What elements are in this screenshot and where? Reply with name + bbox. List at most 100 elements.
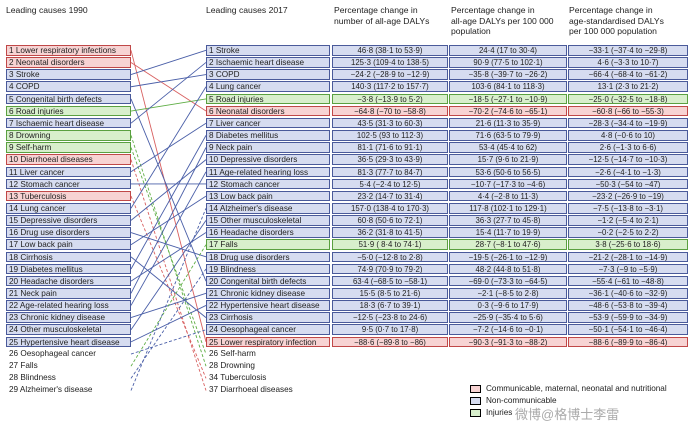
value-cell-v3: 2·6 (−1·3 to 6·6) bbox=[568, 142, 688, 153]
cause-1990-row: 8 Drowning bbox=[6, 130, 131, 141]
cause-1990-row: 9 Self-harm bbox=[6, 142, 131, 153]
col2-header-line: population bbox=[451, 26, 491, 36]
value-cell-v3: −53·9 (−59·9 to −34·9) bbox=[568, 312, 688, 323]
value-cell-v2: 15·4 (11·7 to 19·9) bbox=[449, 227, 567, 238]
cause-1990-row: 17 Low back pain bbox=[6, 239, 131, 250]
value-cell-v1: 157·0 (138·4 to 170·3) bbox=[332, 202, 448, 214]
value-cell-v1: 36·2 (31·8 to 41·5) bbox=[332, 227, 448, 238]
value-cell-v3: −7·5 (−13·8 to −3·1) bbox=[568, 202, 688, 214]
value-cell-v2: 15·7 (9·6 to 21·9) bbox=[449, 154, 567, 165]
cause-2017-row: 2 Ischaemic heart disease bbox=[206, 57, 330, 68]
value-cell-v3: −33·1 (−37·4 to −29·8) bbox=[568, 45, 688, 56]
cause-2017-row: 16 Headache disorders bbox=[206, 227, 330, 238]
col3-header-line: Percentage change in bbox=[569, 5, 653, 15]
cause-1990-row: 19 Diabetes mellitus bbox=[6, 263, 131, 275]
value-cell-v3: −66·4 (−68·4 to −61·2) bbox=[568, 69, 688, 80]
cause-1990-row: 11 Liver cancer bbox=[6, 166, 131, 178]
cause-1990-row: 29 Alzheimer's disease bbox=[9, 385, 93, 395]
value-cell-v1: 81·3 (77·7 to 84·7) bbox=[332, 166, 448, 178]
value-cell-v3: −48·6 (−53·8 to −39·4) bbox=[568, 300, 688, 311]
value-cell-v2: −2·1 (−8·5 to 2·8) bbox=[449, 288, 567, 299]
value-cell-v3: 4·6 (−3·3 to 10·7) bbox=[568, 57, 688, 68]
cause-2017-row: 8 Diabetes mellitus bbox=[206, 130, 330, 141]
value-cell-v2: −90·3 (−91·3 to −88·2) bbox=[449, 336, 567, 348]
cause-1990-row: 16 Drug use disorders bbox=[6, 227, 131, 238]
cause-2017-row: 23 Cirrhosis bbox=[206, 312, 330, 323]
value-cell-v2: 4·4 (−2·8 to 11·3) bbox=[449, 190, 567, 202]
value-cell-v3: −50·1 (−54·1 to −46·4) bbox=[568, 324, 688, 336]
cause-1990-row: 2 Neonatal disorders bbox=[6, 57, 131, 68]
value-cell-v2: 53·4 (45·4 to 62) bbox=[449, 142, 567, 153]
value-cell-v2: −25·9 (−35·4 to 5·6) bbox=[449, 312, 567, 323]
cause-2017-row: 13 Low back pain bbox=[206, 190, 330, 202]
rank-connection-line bbox=[130, 49, 207, 76]
cause-2017-row: 15 Other musculoskeletal bbox=[206, 215, 330, 226]
value-cell-v2: 90·9 (77·5 to 102·1) bbox=[449, 57, 567, 68]
col1-header-line: number of all-age DALYs bbox=[334, 15, 430, 26]
cause-2017-row: 18 Drug use disorders bbox=[206, 251, 330, 263]
cause-1990-row: 18 Cirrhosis bbox=[6, 251, 131, 263]
rank-connection-line bbox=[130, 62, 207, 124]
value-cell-v1: −64·8 (−70 to −58·8) bbox=[332, 105, 448, 117]
cause-1990-row: 23 Chronic kidney disease bbox=[6, 312, 131, 323]
value-cell-v2: −19·5 (−26·1 to −12·9) bbox=[449, 251, 567, 263]
left-column-title: Leading causes 1990 bbox=[6, 5, 88, 15]
cause-2017-row: 21 Chronic kidney disease bbox=[206, 288, 330, 299]
cause-1990-row: 10 Diarrhoeal diseases bbox=[6, 154, 131, 165]
legend-label: Communicable, maternal, neonatal and nut… bbox=[486, 384, 667, 393]
cause-2017-row: 3 COPD bbox=[206, 69, 330, 80]
value-cell-v1: 102·5 (93 to 112·3) bbox=[332, 130, 448, 141]
cause-2017-extra-row: 37 Diarrhoeal diseases bbox=[209, 385, 293, 395]
cause-1990-row: 1 Lower respiratory infections bbox=[6, 45, 131, 56]
value-cell-v2: 53·6 (50·6 to 56·5) bbox=[449, 166, 567, 178]
value-cell-v1: −5·0 (−12·8 to 2·8) bbox=[332, 251, 448, 263]
cause-2017-row: 24 Oesophageal cancer bbox=[206, 324, 330, 336]
cause-1990-row: 22 Age-related hearing loss bbox=[6, 300, 131, 311]
value-cell-v2: 117·8 (102·1 to 129·1) bbox=[449, 202, 567, 214]
value-cell-v3: −28·3 (−34·4 to −19·9) bbox=[568, 117, 688, 129]
cause-1990-row: 28 Blindness bbox=[9, 373, 56, 383]
value-cell-v1: −88·6 (−89·8 to −86) bbox=[332, 336, 448, 348]
value-cell-v2: 103·6 (84·1 to 118·3) bbox=[449, 81, 567, 93]
rank-connection-line bbox=[130, 220, 207, 331]
value-cell-v2: −10·7 (−17·3 to −4·6) bbox=[449, 178, 567, 190]
value-cell-v1: 125·3 (109·4 to 138·5) bbox=[332, 57, 448, 68]
rank-connection-line bbox=[130, 171, 207, 306]
cause-2017-row: 7 Liver cancer bbox=[206, 117, 330, 129]
rank-connection-line bbox=[130, 50, 207, 343]
cause-2017-row: 25 Lower respiratory infection bbox=[206, 336, 330, 348]
rank-connection-line bbox=[130, 159, 207, 221]
cause-1990-row: 21 Neck pain bbox=[6, 288, 131, 299]
value-cell-v3: −23·2 (−26·9 to −19) bbox=[568, 190, 688, 202]
value-cell-v1: 60·8 (50·6 to 72·1) bbox=[332, 215, 448, 226]
col3-header-line: age-standardised DALYs bbox=[569, 15, 664, 26]
col2-header-line: all-age DALYs per 100 000 bbox=[451, 15, 554, 26]
rank-connection-line bbox=[130, 86, 207, 209]
cause-1990-row: 25 Hypertensive heart disease bbox=[6, 336, 131, 348]
cause-2017-row: 14 Alzheimer's disease bbox=[206, 202, 330, 214]
rank-connection-line bbox=[130, 98, 207, 112]
value-cell-v3: −60·8 (−66 to −55·3) bbox=[568, 105, 688, 117]
value-cell-v2: −69·0 (−73·3 to −64·5) bbox=[449, 275, 567, 287]
value-cell-v1: 51·9 ( 8·4 to 74·1) bbox=[332, 239, 448, 250]
col3-header-line: per 100 000 population bbox=[569, 26, 657, 36]
col1-header: Percentage change in number of all-age D… bbox=[334, 5, 446, 26]
value-cell-v3: −7·3 (−9 to −5·9) bbox=[568, 263, 688, 275]
value-cell-v1: 74·9 (70·9 to 79·2) bbox=[332, 263, 448, 275]
cause-1990-row: 12 Stomach cancer bbox=[6, 178, 131, 190]
value-cell-v3: 13·1 (2·3 to 21·2) bbox=[568, 81, 688, 93]
legend-item: Injuries bbox=[470, 407, 667, 419]
value-cell-v2: 24·4 (17 to 30·4) bbox=[449, 45, 567, 56]
cause-2017-row: 5 Road injuries bbox=[206, 93, 330, 105]
value-cell-v3: −88·6 (−89·9 to −86·4) bbox=[568, 336, 688, 348]
col2-header: Percentage change in all-age DALYs per 1… bbox=[451, 5, 566, 37]
value-cell-v2: 71·6 (63·5 to 79·9) bbox=[449, 130, 567, 141]
rank-connection-line bbox=[130, 244, 207, 367]
cause-2017-row: 22 Hypertensive heart disease bbox=[206, 300, 330, 311]
cause-2017-row: 10 Depressive disorders bbox=[206, 154, 330, 165]
rank-connection-line bbox=[130, 329, 207, 355]
legend-label: Non-communicable bbox=[486, 396, 557, 405]
cause-2017-row: 20 Congenital birth defects bbox=[206, 275, 330, 287]
cause-1990-row: 4 COPD bbox=[6, 81, 131, 93]
value-cell-v3: −0·2 (−2·5 to 2·2) bbox=[568, 227, 688, 238]
